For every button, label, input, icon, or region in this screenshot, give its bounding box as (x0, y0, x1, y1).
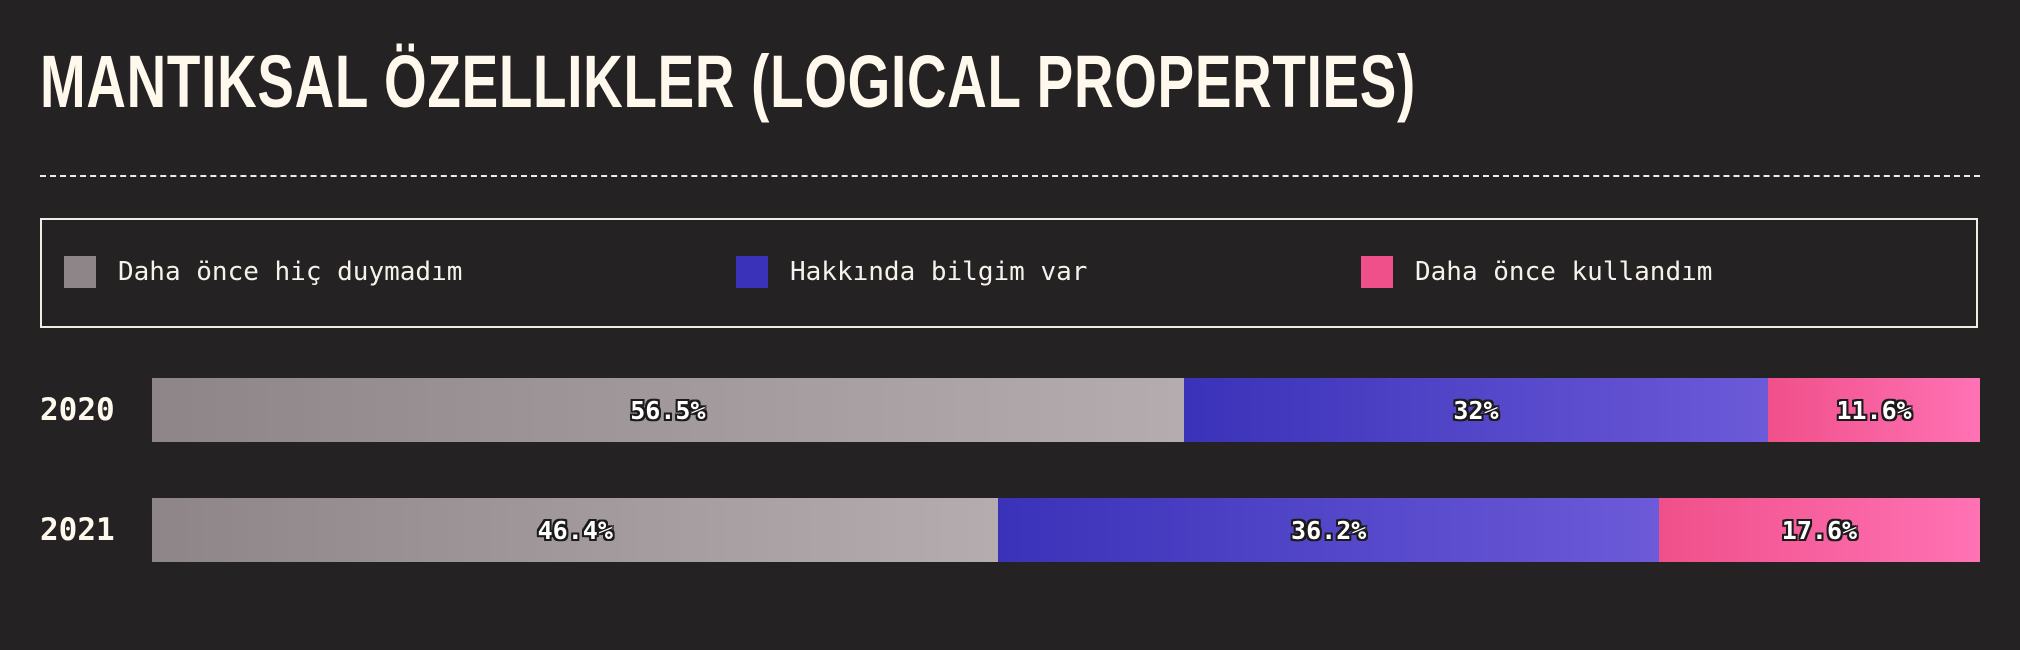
legend-label-never-heard: Daha önce hiç duymadım (118, 257, 463, 287)
legend-swatch-used-before (1361, 256, 1393, 288)
legend: Daha önce hiç duymadım Hakkında bilgim v… (40, 218, 1978, 328)
chart-title: MANTIKSAL ÖZELLIKLER (LOGICAL PROPERTIES… (40, 40, 1417, 123)
row-label-2020: 2020 (40, 392, 115, 428)
value-label-2020-never-heard: 56.5% (630, 395, 706, 425)
legend-label-used-before: Daha önce kullandım (1415, 257, 1713, 287)
legend-swatch-never-heard (64, 256, 96, 288)
bar-segment-2021-never-heard: 46.4% (152, 498, 999, 562)
legend-item-know-about: Hakkında bilgim var (736, 256, 1087, 288)
row-label-2021: 2021 (40, 512, 115, 548)
bar-2020: 56.5% 32% 11.6% (152, 378, 1980, 442)
bar-segment-2020-know-about: 32% (1183, 378, 1769, 442)
value-label-2020-know-about: 32% (1453, 395, 1499, 425)
legend-item-never-heard: Daha önce hiç duymadım (64, 256, 462, 288)
legend-item-used-before: Daha önce kullandım (1361, 256, 1712, 288)
legend-label-know-about: Hakkında bilgim var (790, 257, 1088, 287)
value-label-2020-used-before: 11.6% (1836, 395, 1912, 425)
legend-swatch-know-about (736, 256, 768, 288)
title-divider (40, 175, 1980, 177)
value-label-2021-know-about: 36.2% (1291, 515, 1367, 545)
bar-segment-2020-used-before: 11.6% (1768, 378, 1980, 442)
bar-segment-2021-used-before: 17.6% (1658, 498, 1980, 562)
bar-segment-2021-know-about: 36.2% (998, 498, 1659, 562)
value-label-2021-used-before: 17.6% (1781, 515, 1858, 545)
value-label-2021-never-heard: 46.4% (537, 515, 613, 545)
bar-segment-2020-never-heard: 56.5% (152, 378, 1184, 442)
bar-2021: 46.4% 36.2% 17.6% (152, 498, 1980, 562)
